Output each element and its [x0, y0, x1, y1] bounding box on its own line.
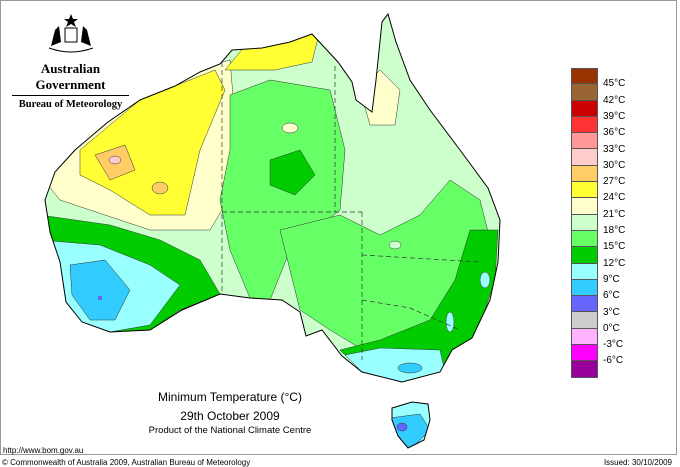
- map-product-credit: Product of the National Climate Centre: [148, 425, 312, 436]
- legend-swatch: [571, 182, 598, 199]
- map-title: Minimum Temperature (°C): [158, 390, 302, 404]
- legend-swatch: [571, 165, 598, 183]
- legend-label: 33°C: [603, 143, 626, 155]
- legend-swatch: [571, 198, 598, 215]
- legend-swatch: [571, 149, 598, 166]
- government-logo: Australian Government Bureau of Meteorol…: [8, 12, 133, 110]
- legend-label: 27°C: [603, 176, 626, 188]
- legend-swatch: [571, 296, 598, 313]
- legend-swatch: [571, 279, 598, 297]
- coat-of-arms-icon: [48, 14, 93, 53]
- mainland-temperature-zones: [45, 14, 500, 382]
- legend-swatch: [571, 100, 598, 117]
- legend-swatch: [571, 116, 598, 134]
- legend-swatch: [571, 328, 598, 346]
- legend-swatch: [571, 133, 598, 150]
- legend-label: 9°C: [603, 273, 620, 285]
- legend-swatch: [571, 345, 598, 362]
- issued-date: Issued: 30/10/2009: [603, 458, 672, 467]
- legend-swatch: [571, 84, 598, 101]
- legend-label: 15°C: [603, 241, 626, 253]
- legend-label: 0°C: [603, 322, 620, 334]
- legend-label: 12°C: [603, 257, 626, 269]
- legend-label: -3°C: [603, 339, 624, 351]
- legend-label: 24°C: [603, 192, 626, 204]
- legend-label: -6°C: [603, 355, 624, 367]
- legend-label: 30°C: [603, 159, 626, 171]
- legend-label: 42°C: [603, 94, 626, 106]
- copyright-notice: © Commonwealth of Australia 2009, Austra…: [2, 458, 251, 467]
- legend-swatch: [571, 68, 598, 85]
- website-link[interactable]: http://www.bom.gov.au: [3, 446, 84, 455]
- legend-swatch: [571, 214, 598, 231]
- legend-label: 6°C: [603, 290, 620, 302]
- legend-swatch: [571, 312, 598, 329]
- legend-swatch: [571, 361, 598, 378]
- legend-label: 21°C: [603, 208, 626, 220]
- map-frame: [0, 0, 677, 455]
- legend-swatch: [571, 263, 598, 280]
- state-borders: [221, 62, 481, 360]
- temperature-legend: 45°C 42°C 39°C 36°C 33°C 30°C 27°C 24°C 21°C 18°C…: [571, 68, 625, 378]
- legend-label: 18°C: [603, 225, 626, 236]
- legend-label: 36°C: [603, 127, 626, 139]
- tasmania-coastline: [391, 401, 431, 449]
- legend-swatch: [571, 247, 598, 264]
- legend-label: 45°C: [603, 78, 626, 90]
- legend-swatch: [571, 230, 598, 248]
- bureau-name: Bureau of Meteorology: [12, 95, 129, 110]
- legend-label: 3°C: [603, 306, 620, 318]
- map-date: 29th October 2009: [180, 409, 280, 423]
- tasmania-temperature-zones: [392, 402, 430, 448]
- legend-label: 39°C: [603, 110, 626, 122]
- government-name: Australian Government: [35, 61, 106, 92]
- mainland-coastline: [44, 12, 501, 383]
